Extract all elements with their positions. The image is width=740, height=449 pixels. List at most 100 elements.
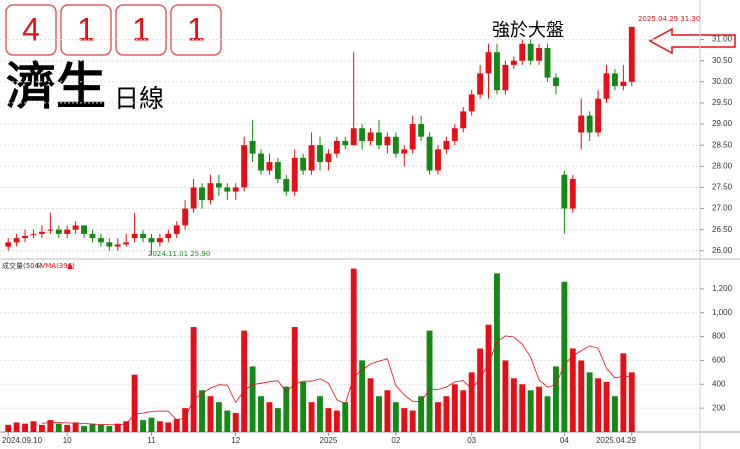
volume-bar bbox=[595, 378, 602, 432]
volume-bar bbox=[536, 386, 543, 432]
x-tick-label: 02 bbox=[391, 436, 400, 445]
candle-body bbox=[38, 231, 45, 234]
y-tick-label: 1,200 bbox=[712, 284, 733, 293]
volume-bar bbox=[342, 402, 349, 432]
candle-body bbox=[552, 77, 559, 87]
volume-bar bbox=[156, 421, 163, 432]
high-label: 2025.04.29 31.30 bbox=[638, 15, 700, 23]
x-tick-label: 10 bbox=[63, 436, 72, 445]
volume-bar bbox=[199, 390, 205, 432]
candle-body bbox=[47, 229, 54, 231]
y-tick-label: 27.50 bbox=[712, 183, 733, 192]
y-tick-label: 28.00 bbox=[712, 161, 733, 170]
y-tick-label: 800 bbox=[712, 332, 726, 341]
volume-bar bbox=[359, 360, 366, 432]
candle-body bbox=[418, 124, 425, 137]
volume-bar bbox=[426, 330, 433, 432]
volume-title: 成交量(504) bbox=[2, 261, 42, 270]
candle-body bbox=[81, 225, 88, 234]
candle-body bbox=[55, 229, 62, 234]
volume-bar bbox=[22, 423, 29, 432]
candle-body bbox=[426, 136, 433, 171]
candle-body bbox=[224, 187, 231, 192]
volume-bar bbox=[123, 421, 130, 432]
candle-body bbox=[325, 153, 332, 163]
volume-bar bbox=[241, 330, 248, 432]
stock-code: 4 1 1 1 bbox=[5, 4, 222, 56]
volume-bar bbox=[173, 418, 180, 432]
volume-bar bbox=[13, 422, 20, 432]
volume-bar bbox=[258, 396, 264, 432]
candle-body bbox=[249, 140, 256, 154]
candle-body bbox=[350, 128, 357, 146]
candle-body bbox=[148, 238, 155, 243]
digit-box bbox=[170, 4, 222, 56]
candle-body bbox=[494, 52, 500, 91]
candle-body bbox=[283, 178, 290, 192]
candle-body bbox=[30, 233, 37, 235]
volume-bar bbox=[603, 381, 610, 432]
candle-body bbox=[72, 225, 79, 230]
volume-bar bbox=[207, 396, 214, 432]
y-tick-label: 28.50 bbox=[712, 140, 733, 149]
x-tick-label: 04 bbox=[560, 436, 569, 445]
candle-body bbox=[317, 145, 323, 163]
volume-bar bbox=[47, 420, 54, 432]
legend-marker bbox=[67, 263, 73, 269]
candle-body bbox=[89, 233, 96, 239]
volume-bar bbox=[418, 396, 425, 432]
volume-bar bbox=[628, 372, 635, 432]
candle-body bbox=[190, 187, 197, 209]
y-tick-label: 30.00 bbox=[712, 77, 733, 86]
volume-bar bbox=[55, 423, 62, 432]
volume-bar bbox=[519, 384, 526, 432]
volume-bar bbox=[611, 396, 618, 432]
volume-bar bbox=[569, 348, 576, 432]
volume-bar bbox=[131, 374, 138, 432]
candle-body bbox=[443, 140, 450, 150]
annotation: 強於大盤 bbox=[492, 20, 564, 41]
candle-body bbox=[308, 145, 315, 171]
candle-body bbox=[165, 233, 172, 239]
x-tick-label: 2025.04.29 bbox=[596, 436, 637, 445]
candle-body bbox=[207, 183, 214, 201]
volume-bar bbox=[317, 396, 323, 432]
volume-bar bbox=[376, 396, 382, 432]
x-tick-label: 2024.09.10 bbox=[2, 436, 43, 445]
digit-box bbox=[60, 4, 112, 56]
x-tick-label: 11 bbox=[147, 436, 156, 445]
candle-body bbox=[384, 136, 391, 146]
volume-ma-line bbox=[41, 335, 632, 426]
volume-bar bbox=[561, 281, 568, 432]
candle-body bbox=[628, 26, 635, 82]
volume-bar bbox=[283, 386, 290, 432]
candle-body bbox=[392, 136, 399, 154]
y-tick-label: 200 bbox=[712, 403, 726, 412]
candle-body bbox=[300, 157, 307, 171]
x-tick-label: 2025 bbox=[320, 436, 338, 445]
low-label: 2024.11.01 25.90 bbox=[148, 250, 210, 258]
volume-bar bbox=[435, 402, 441, 432]
volume-bar bbox=[5, 424, 12, 432]
candle-body bbox=[603, 73, 610, 99]
candle-body bbox=[215, 183, 222, 188]
volume-bar bbox=[367, 378, 374, 432]
candle-body bbox=[401, 149, 408, 154]
volume-bar bbox=[409, 410, 416, 432]
volume-bar bbox=[485, 324, 492, 432]
y-tick-label: 1,000 bbox=[712, 308, 733, 317]
volume-bar bbox=[274, 408, 281, 432]
candle-body bbox=[156, 238, 163, 243]
y-tick-label: 29.50 bbox=[712, 98, 733, 107]
candle-body bbox=[199, 187, 205, 201]
volume-bar bbox=[392, 402, 399, 432]
digit: 1 bbox=[187, 11, 205, 47]
candle-body bbox=[569, 178, 576, 209]
volume-bar bbox=[468, 372, 475, 432]
volume-bar bbox=[148, 417, 155, 432]
volume-bar bbox=[81, 426, 88, 432]
volume-bar bbox=[451, 384, 458, 432]
candle-body bbox=[123, 242, 130, 245]
volume-bar bbox=[477, 348, 484, 432]
